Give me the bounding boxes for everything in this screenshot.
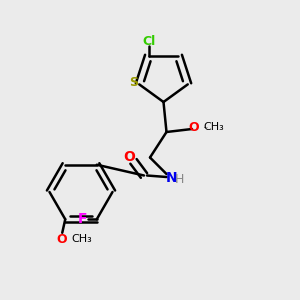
Text: CH₃: CH₃: [71, 234, 92, 244]
Text: CH₃: CH₃: [203, 122, 224, 133]
Text: methyl: methyl: [204, 127, 209, 128]
Text: O: O: [188, 121, 199, 134]
Text: H: H: [175, 173, 184, 186]
Text: O: O: [124, 150, 136, 164]
Text: N: N: [166, 172, 177, 185]
Text: Cl: Cl: [142, 35, 155, 48]
Text: F: F: [78, 212, 87, 226]
Text: S: S: [129, 76, 138, 89]
Text: O: O: [56, 233, 67, 246]
